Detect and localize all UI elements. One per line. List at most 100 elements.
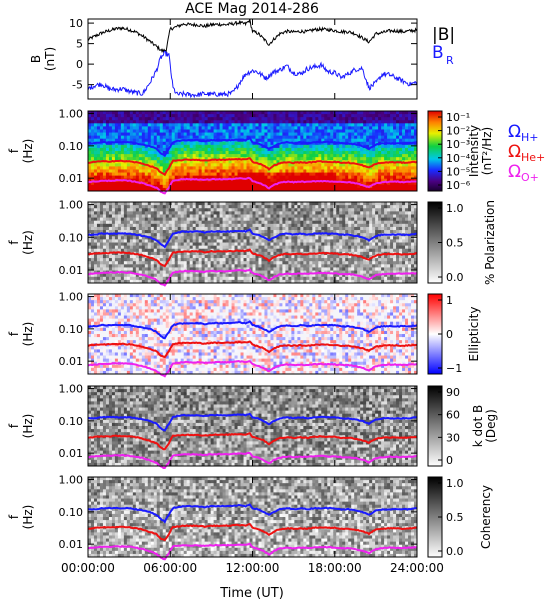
heatmap-cell [139,221,142,225]
heatmap-cell [294,249,297,253]
heatmap-cell [133,205,136,209]
heatmap-cell [270,154,273,158]
heatmap-cell [258,179,261,183]
heatmap-cell [405,117,408,121]
heatmap-cell [354,126,357,130]
heatmap-cell [351,151,354,155]
heatmap-cell [369,179,372,183]
heatmap-cell [375,111,378,115]
heatmap-cell [109,133,112,137]
heatmap-cell [357,154,360,158]
heatmap-cell [276,218,279,222]
heatmap-cell [136,176,139,180]
heatmap-cell [157,157,160,161]
heatmap-cell [294,151,297,155]
heatmap-cell [253,157,256,161]
heatmap-cell [253,126,256,130]
heatmap-cell [378,120,381,124]
heatmap-cell [91,154,94,158]
heatmap-cell [100,214,103,218]
heatmap-cell [130,166,133,170]
heatmap-cell [115,221,118,225]
heatmap-cell [384,111,387,115]
heatmap-cell [172,208,175,212]
heatmap-cell [363,151,366,155]
heatmap-cell [169,208,172,212]
heatmap-cell [160,117,163,121]
heatmap-cell [258,185,261,189]
heatmap-cell [154,264,157,268]
heatmap-cell [220,136,223,140]
heatmap-cell [190,136,193,140]
heatmap-cell [115,224,118,228]
intensity-colorbar-tick-label: 10⁻¹ [446,111,470,124]
heatmap-cell [250,145,253,149]
heatmap-cell [303,277,306,281]
heatmap-cell [109,243,112,247]
heatmap-cell [258,267,261,271]
heatmap-cell [294,243,297,247]
heatmap-cell [264,214,267,218]
heatmap-cell [124,221,127,225]
heatmap-cell [411,129,414,133]
heatmap-cell [282,218,285,222]
heatmap-cell [315,157,318,161]
heatmap-cell [214,274,217,278]
heatmap-cell [145,123,148,127]
heatmap-cell [223,166,226,170]
heatmap-cell [360,160,363,164]
heatmap-cell [94,218,97,222]
heatmap-cell [214,221,217,225]
heatmap-cell [238,277,241,281]
heatmap-cell [372,129,375,133]
heatmap-cell [357,179,360,183]
heatmap-cell [214,277,217,281]
heatmap-cell [408,166,411,170]
heatmap-cell [220,169,223,173]
heatmap-cell [312,163,315,167]
heatmap-cell [253,114,256,118]
heatmap-cell [106,182,109,186]
heatmap-cell [393,173,396,177]
heatmap-cell [157,139,160,143]
heatmap-cell [297,166,300,170]
heatmap-cell [244,233,247,237]
heatmap-cell [282,176,285,180]
heatmap-cell [273,243,276,247]
heatmap-cell [178,133,181,137]
heatmap-cell [247,173,250,177]
heatmap-cell [178,246,181,250]
heatmap-cell [145,136,148,140]
heatmap-cell [151,160,154,164]
heatmap-cell [220,126,223,130]
heatmap-cell [142,111,145,115]
heatmap-cell [196,151,199,155]
heatmap-cell [312,211,315,215]
heatmap-cell [315,176,318,180]
heatmap-cell [235,205,238,209]
heatmap-cell [187,214,190,218]
heatmap-cell [109,274,112,278]
heatmap-cell [100,274,103,278]
heatmap-cell [321,129,324,133]
heatmap-cell [279,211,282,215]
heatmap-cell [399,133,402,137]
heatmap-cell [202,243,205,247]
heatmap-cell [190,205,193,209]
heatmap-cell [142,239,145,243]
heatmap-cell [250,123,253,127]
heatmap-cell [270,126,273,130]
heatmap-cell [291,129,294,133]
heatmap-cell [318,243,321,247]
heatmap-cell [148,214,151,218]
heatmap-cell [223,246,226,250]
heatmap-cell [339,133,342,137]
heatmap-cell [351,169,354,173]
heatmap-cell [220,208,223,212]
heatmap-cell [91,258,94,262]
heatmap-cell [324,202,327,206]
heatmap-cell [148,169,151,173]
heatmap-cell [211,185,214,189]
heatmap-cell [288,211,291,215]
heatmap-cell [145,154,148,158]
